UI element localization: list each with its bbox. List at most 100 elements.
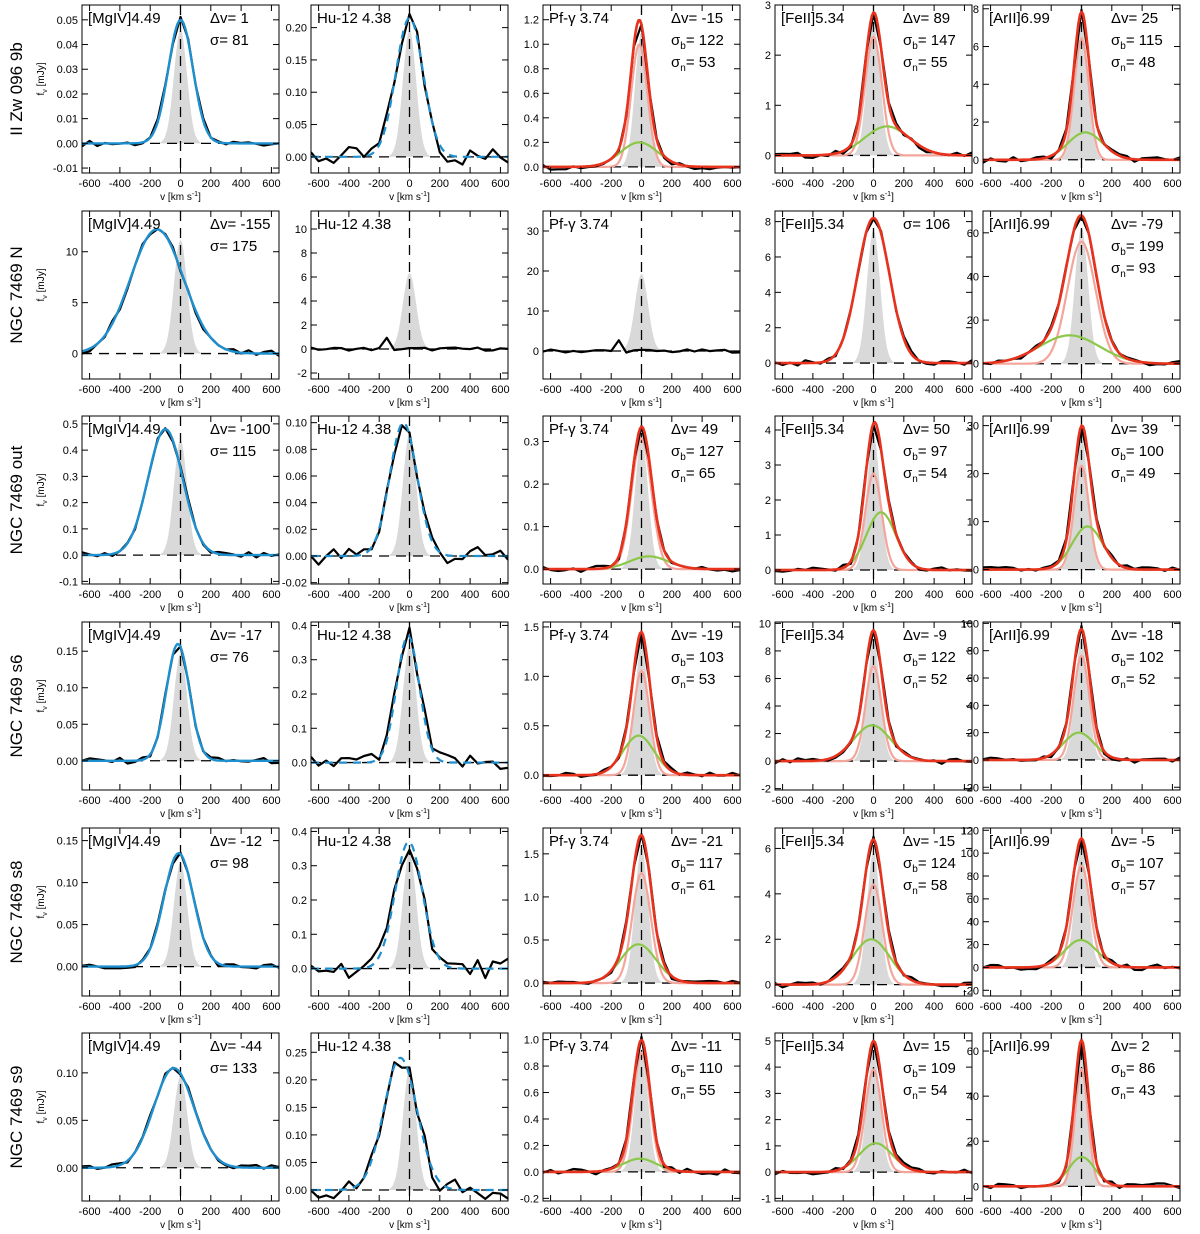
instrument-profile — [849, 640, 898, 762]
x-tick-label: -400 — [802, 1206, 824, 1218]
y-tick-label: 4 — [973, 79, 979, 91]
x-tick-label: -600 — [772, 1001, 794, 1013]
line-label: Pf-γ 3.74 — [549, 627, 609, 644]
y-tick-label: 6 — [765, 673, 771, 685]
y-tick-label: 0.06 — [286, 471, 307, 483]
y-tick-label: 1.0 — [524, 671, 539, 683]
y-tick-label: 0.02 — [286, 524, 307, 536]
x-tick-label: 0 — [177, 1001, 183, 1013]
line-label: [ArII]6.99 — [989, 216, 1050, 233]
y-tick-label: 8 — [765, 646, 771, 658]
y-tick-label: 0.03 — [57, 64, 78, 76]
y-tick-label: 0.00 — [57, 138, 78, 150]
plot-area — [82, 416, 279, 584]
line-label: Hu-12 4.38 — [317, 833, 391, 850]
plot-area — [983, 5, 1180, 173]
y-tick-label: 40 — [967, 917, 979, 929]
y-tick-label: 0 — [72, 349, 78, 361]
x-tick-label: 400 — [1133, 178, 1151, 190]
x-tick-label: 400 — [1133, 795, 1151, 807]
x-tick-label: 200 — [1103, 1001, 1121, 1013]
x-tick-label: 0 — [406, 1001, 412, 1013]
line-label: [FeII]5.34 — [781, 1038, 844, 1055]
panel-2-0: -600 -400 -200 0 200 400 600 v [km s-1] -0.1 0.0 0… — [36, 415, 281, 614]
y-tick-label: 0.10 — [57, 878, 78, 890]
delta-v-label: Δv= -9 — [903, 627, 947, 644]
x-tick-label: -400 — [1010, 795, 1032, 807]
x-tick-label: -400 — [1010, 1001, 1032, 1013]
x-tick-label: 400 — [232, 1001, 250, 1013]
y-tick-label: 1 — [765, 1141, 771, 1153]
x-tick-label: -600 — [980, 589, 1002, 601]
instrument-profile — [385, 1068, 434, 1190]
y-tick-label: 0 — [973, 565, 979, 577]
sigma-narrow-label: σn= 57 — [1111, 877, 1155, 897]
y-tick-label: 4 — [765, 1062, 771, 1074]
x-tick-label: -600 — [772, 795, 794, 807]
y-tick-label: 0.1 — [292, 723, 307, 735]
line-label: Pf-γ 3.74 — [549, 421, 609, 438]
y-tick-label: 6 — [301, 272, 307, 284]
y-tick-label: 0.3 — [292, 861, 307, 873]
x-tick-label: 0 — [1078, 178, 1084, 190]
plot-area — [983, 416, 1180, 584]
sigma-label: σb= 122 — [671, 32, 724, 52]
x-tick-label: -600 — [540, 589, 562, 601]
y-tick-label: 2 — [765, 50, 771, 62]
x-tick-label: 600 — [491, 1001, 509, 1013]
x-tick-label: 400 — [461, 1001, 479, 1013]
y-tick-label: 0.5 — [63, 419, 78, 431]
y-tick-label: 40 — [967, 700, 979, 712]
x-tick-label: -600 — [772, 589, 794, 601]
plot-area — [543, 622, 740, 790]
sigma-label: σb= 115 — [1111, 32, 1163, 52]
y-tick-label: 20 — [967, 315, 979, 327]
x-tick-label: 0 — [1078, 1206, 1084, 1218]
y-tick-label: -1 — [761, 1193, 771, 1205]
x-tick-label: 600 — [723, 384, 741, 396]
template-profile — [311, 634, 508, 764]
x-tick-label: 200 — [1103, 1206, 1121, 1218]
y-tick-label: 0.08 — [286, 444, 307, 456]
y-tick-label: 80 — [967, 871, 979, 883]
sigma-label: σ= 133 — [210, 1060, 257, 1077]
x-tick-label: 0 — [177, 795, 183, 807]
x-tick-label: 600 — [955, 1001, 973, 1013]
x-tick-label: 600 — [1163, 795, 1181, 807]
y-tick-label: 5 — [765, 1036, 771, 1048]
x-tick-label: -400 — [109, 795, 131, 807]
sigma-label: σ= 115 — [210, 443, 256, 460]
x-tick-label: 200 — [202, 1206, 220, 1218]
sigma-narrow-label: σn= 49 — [1111, 465, 1155, 485]
x-tick-label: -400 — [109, 384, 131, 396]
line-label: [MgIV]4.49 — [88, 10, 161, 27]
plot-area — [82, 211, 279, 379]
sigma-narrow-label: σn= 53 — [671, 54, 715, 74]
instrument-profile — [617, 273, 666, 351]
x-tick-label: -200 — [600, 178, 622, 190]
y-axis-label: fν [mJy] — [36, 885, 49, 918]
y-tick-label: 0.2 — [524, 1140, 539, 1152]
x-tick-label: -400 — [570, 589, 592, 601]
sigma-narrow-label: σn= 52 — [1111, 671, 1155, 691]
line-label: [FeII]5.34 — [781, 627, 844, 644]
x-tick-label: -400 — [338, 1001, 360, 1013]
y-tick-label: 0.3 — [524, 437, 539, 449]
x-tick-label: 200 — [431, 795, 449, 807]
sigma-narrow-label: σn= 43 — [1111, 1082, 1155, 1102]
line-label: [MgIV]4.49 — [88, 421, 161, 438]
x-tick-label: 400 — [925, 178, 943, 190]
delta-v-label: Δv= -12 — [210, 833, 262, 850]
y-tick-label: 0 — [973, 359, 979, 371]
panel-3-0: -600 -400 -200 0 200 400 600 v [km s-1] 0.00 0.05… — [36, 621, 281, 820]
y-axis-label: fν [mJy] — [36, 473, 49, 506]
x-tick-label: 200 — [431, 384, 449, 396]
x-tick-label: -400 — [802, 795, 824, 807]
sigma-label: σb= 86 — [1111, 1060, 1155, 1080]
y-tick-label: 0 — [765, 358, 771, 370]
x-tick-label: 200 — [663, 589, 681, 601]
